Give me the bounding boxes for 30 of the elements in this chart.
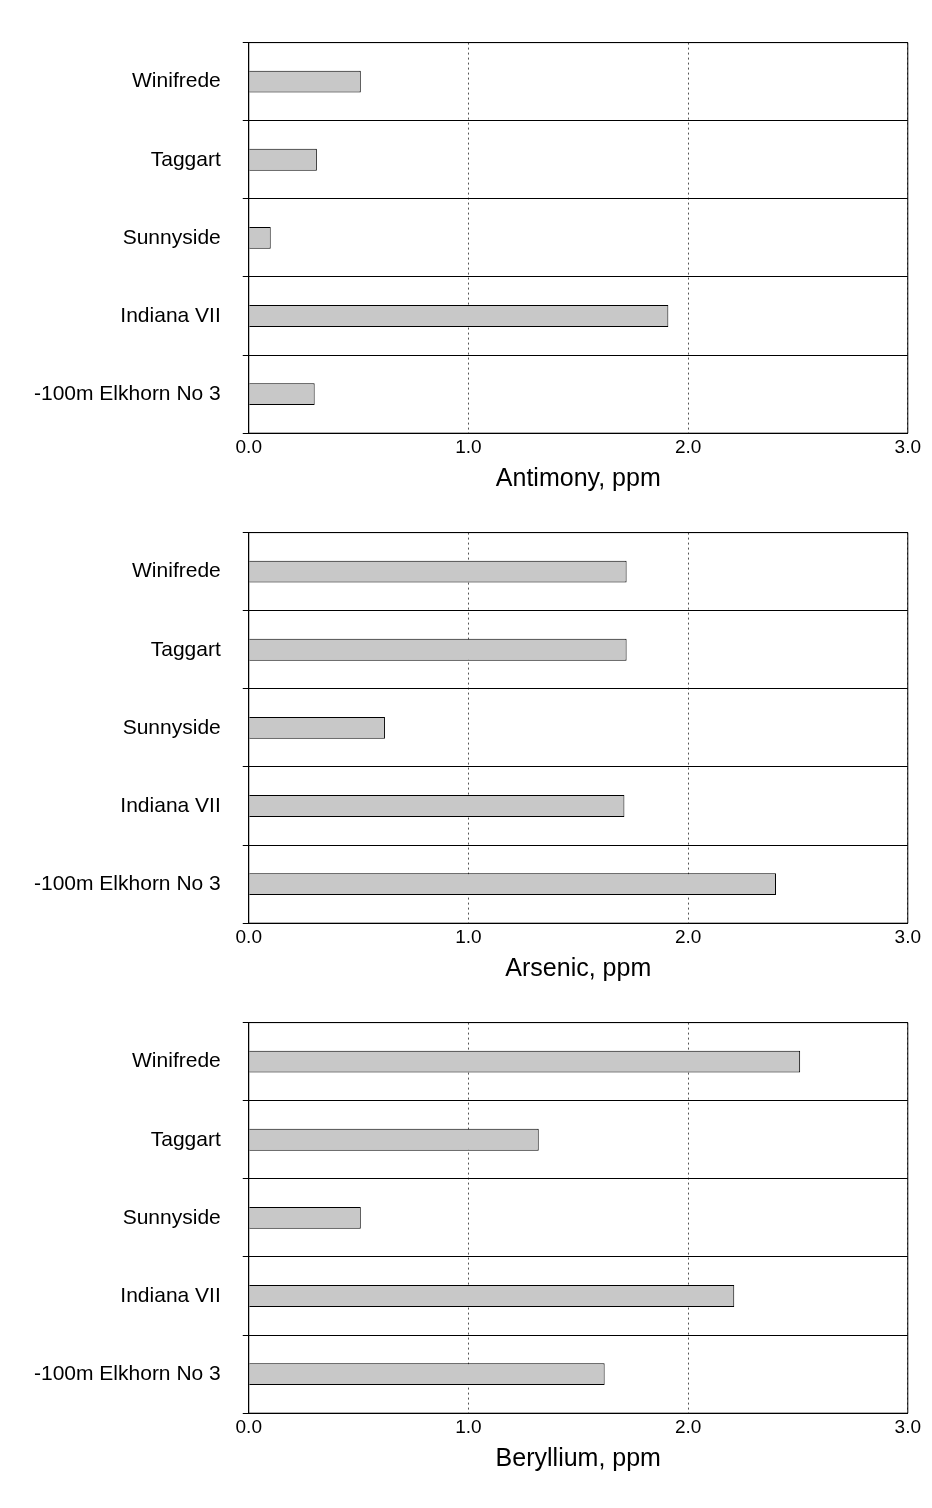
x-tick-label: 3.0 [894, 925, 921, 947]
x-tick-label: 1.0 [455, 435, 482, 457]
y-tick-label: Taggart [150, 146, 221, 170]
x-tick-label: 1.0 [455, 1415, 482, 1437]
y-tick-label: Indiana VII [120, 1282, 221, 1306]
x-axis-title: Antimony, ppm [495, 462, 661, 491]
y-tick-label: -100m Elkhorn No 3 [33, 1360, 221, 1384]
x-axis-title: Arsenic, ppm [505, 952, 652, 981]
x-axis-title: Beryllium, ppm [495, 1442, 661, 1471]
x-tick-label: 2.0 [674, 925, 702, 947]
y-tick-label: -100m Elkhorn No 3 [33, 870, 221, 894]
y-tick-label: Taggart [150, 1126, 221, 1150]
x-tick-label: 2.0 [674, 435, 702, 457]
y-tick-label: Winifrede [132, 68, 221, 92]
y-tick-label: Sunnyside [122, 224, 221, 248]
x-tick-label: 0.0 [235, 925, 262, 947]
x-tick-label: 0.0 [235, 1415, 262, 1437]
y-tick-label: Winifrede [132, 558, 221, 582]
x-tick-label: 0.0 [235, 435, 262, 457]
y-tick-label: -100m Elkhorn No 3 [33, 380, 221, 404]
y-tick-label: Indiana VII [120, 302, 221, 326]
y-tick-label: Sunnyside [122, 714, 221, 738]
y-tick-label: Indiana VII [120, 792, 221, 816]
y-tick-label: Sunnyside [122, 1204, 221, 1228]
x-tick-label: 2.0 [674, 1415, 702, 1437]
x-tick-label: 1.0 [455, 925, 482, 947]
x-tick-label: 3.0 [894, 435, 921, 457]
y-tick-label: Taggart [150, 636, 221, 660]
y-tick-label: Winifrede [132, 1048, 221, 1072]
x-tick-label: 3.0 [894, 1415, 921, 1437]
